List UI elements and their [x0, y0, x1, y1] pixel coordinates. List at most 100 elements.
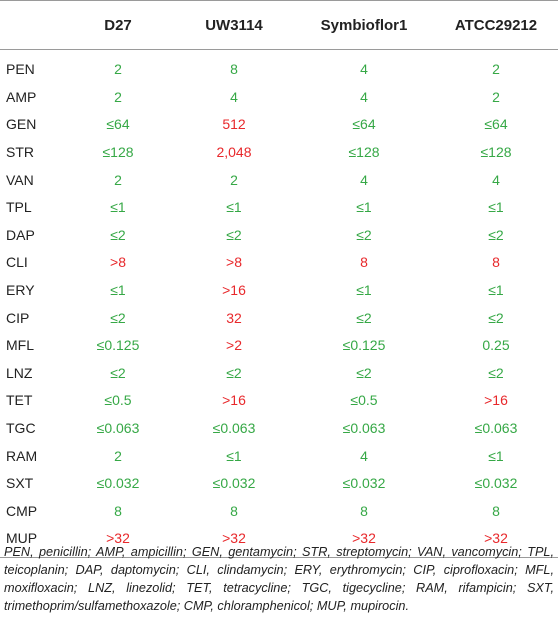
mic-value-cell: ≤64 — [106, 116, 130, 133]
mic-value-cell: ≤0.5 — [104, 392, 132, 409]
antibiotic-label: CLI — [6, 254, 28, 271]
mic-value-cell: 8 — [114, 502, 122, 519]
mic-value-cell: ≤0.063 — [212, 420, 256, 437]
mic-value-cell: ≤1 — [356, 199, 372, 216]
antibiotic-label: GEN — [6, 116, 37, 133]
table-row: LNZ ≤2 ≤2 ≤2 ≤2 — [0, 360, 558, 388]
mic-value-cell: 8 — [360, 254, 368, 271]
mic-value-cell: ≤1 — [356, 282, 372, 299]
table-row: DAP ≤2 ≤2 ≤2 ≤2 — [0, 222, 558, 250]
mic-value-cell: 32 — [226, 309, 242, 326]
table-row: VAN 2 2 4 4 — [0, 166, 558, 194]
table-row: SXT ≤0.032 ≤0.032 ≤0.032 ≤0.032 — [0, 470, 558, 498]
table-row: TPL ≤1 ≤1 ≤1 ≤1 — [0, 194, 558, 222]
mic-value-cell: >16 — [222, 392, 246, 409]
mic-value-cell: >2 — [226, 337, 242, 354]
mic-value-cell: ≤1 — [110, 199, 126, 216]
mic-value-cell: ≤0.032 — [342, 475, 386, 492]
mic-value-cell: 4 — [360, 88, 368, 105]
header-cell-atcc29212: ATCC29212 — [434, 0, 558, 50]
mic-value-cell: >16 — [484, 392, 508, 409]
mic-value-cell: ≤2 — [226, 226, 242, 243]
table-row: PEN 2 8 4 2 — [0, 50, 558, 84]
table-row: CLI >8 >8 8 8 — [0, 249, 558, 277]
mic-value-cell: 4 — [492, 171, 500, 188]
table-row: ERY ≤1 >16 ≤1 ≤1 — [0, 277, 558, 305]
mic-value-cell: ≤0.063 — [96, 420, 140, 437]
mic-value-cell: ≤0.032 — [212, 475, 256, 492]
mic-value-cell: ≤2 — [110, 364, 126, 381]
mic-value-cell: ≤128 — [348, 144, 380, 161]
header-cell-d27: D27 — [62, 0, 174, 50]
mic-value-cell: ≤64 — [484, 116, 508, 133]
mic-value-cell: ≤0.5 — [350, 392, 378, 409]
mic-value-cell: ≤1 — [488, 282, 504, 299]
mic-value-cell: ≤1 — [488, 447, 504, 464]
mic-value-cell: 2 — [114, 61, 122, 78]
mic-value-cell: ≤0.063 — [342, 420, 386, 437]
table-row: TGC ≤0.063 ≤0.063 ≤0.063 ≤0.063 — [0, 415, 558, 443]
mic-value-cell: ≤1 — [226, 199, 242, 216]
table-footnote: PEN, penicillin; AMP, ampicillin; GEN, g… — [4, 545, 554, 613]
table-row: CMP 8 8 8 8 — [0, 498, 558, 526]
table-row: TET ≤0.5 >16 ≤0.5 >16 — [0, 387, 558, 415]
table-row: MUP >32 >32 >32 >32 — [0, 525, 558, 558]
mic-table: D27 UW3114 Symbioflor1 ATCC29212 PEN 2 8 4 2… — [0, 0, 558, 558]
header-cell-symbioflor1: Symbioflor1 — [294, 0, 434, 50]
header-cell-antibiotic — [0, 0, 62, 50]
table-row: MFL ≤0.125 >2 ≤0.125 0.25 — [0, 332, 558, 360]
table-row: AMP 2 4 4 2 — [0, 84, 558, 112]
antibiotic-label: VAN — [6, 171, 34, 188]
antibiotic-label: TPL — [6, 199, 32, 216]
antibiotic-label: CIP — [6, 309, 30, 326]
mic-value-cell: 8 — [492, 502, 500, 519]
mic-value-cell: >32 — [174, 525, 294, 558]
mic-value-cell: 2 — [492, 61, 500, 78]
mic-value-cell: ≤2 — [488, 309, 504, 326]
antibiotic-label: SXT — [6, 475, 34, 492]
mic-value-cell: ≤2 — [110, 309, 126, 326]
mic-value-cell: >8 — [110, 254, 126, 271]
antibiotic-label: AMP — [6, 88, 37, 105]
antibiotic-label: MFL — [6, 337, 34, 354]
mic-value-cell: 0.25 — [482, 337, 510, 354]
mic-value-cell: ≤2 — [356, 364, 372, 381]
mic-value-cell: 4 — [360, 447, 368, 464]
mic-value-cell: ≤128 — [480, 144, 512, 161]
antibiotic-label: CMP — [6, 502, 38, 519]
mic-value-cell: ≤0.125 — [342, 337, 386, 354]
antibiotic-label: DAP — [6, 226, 35, 243]
mic-value-cell: >32 — [62, 525, 174, 558]
antibiotic-label: ERY — [6, 282, 35, 299]
mic-value-cell: ≤2 — [226, 364, 242, 381]
mic-value-cell: 4 — [360, 171, 368, 188]
mic-value-cell: ≤128 — [102, 144, 134, 161]
antibiotic-label: RAM — [6, 447, 38, 464]
mic-value-cell: 2 — [114, 171, 122, 188]
mic-value-cell: ≤0.032 — [96, 475, 140, 492]
mic-value-cell: >32 — [434, 525, 558, 558]
mic-value-cell: ≤2 — [356, 309, 372, 326]
mic-value-cell: >8 — [226, 254, 242, 271]
table-row: GEN ≤64 512 ≤64 ≤64 — [0, 111, 558, 139]
antibiotic-label: MUP — [0, 525, 62, 558]
header-cell-uw3114: UW3114 — [174, 0, 294, 50]
antibiotic-label: TGC — [6, 420, 36, 437]
mic-value-cell: 8 — [492, 254, 500, 271]
table-body: PEN 2 8 4 2 AMP 2 4 4 2 GEN ≤64 512 ≤64 ≤64 STR ≤128 2,04… — [0, 50, 558, 558]
mic-value-cell: 2 — [230, 171, 238, 188]
mic-value-cell: ≤2 — [488, 226, 504, 243]
mic-value-cell: ≤0.125 — [96, 337, 140, 354]
mic-value-cell: 2 — [492, 88, 500, 105]
antibiotic-label: PEN — [6, 61, 35, 78]
mic-value-cell: ≤64 — [352, 116, 376, 133]
mic-value-cell: 2,048 — [216, 144, 252, 161]
mic-value-cell: ≤0.063 — [474, 420, 518, 437]
mic-value-cell: ≤1 — [110, 282, 126, 299]
antibiotic-label: LNZ — [6, 364, 33, 381]
mic-value-cell: ≤1 — [488, 199, 504, 216]
mic-value-cell: ≤2 — [356, 226, 372, 243]
mic-value-cell: ≤2 — [110, 226, 126, 243]
table-header: D27 UW3114 Symbioflor1 ATCC29212 — [0, 0, 558, 50]
